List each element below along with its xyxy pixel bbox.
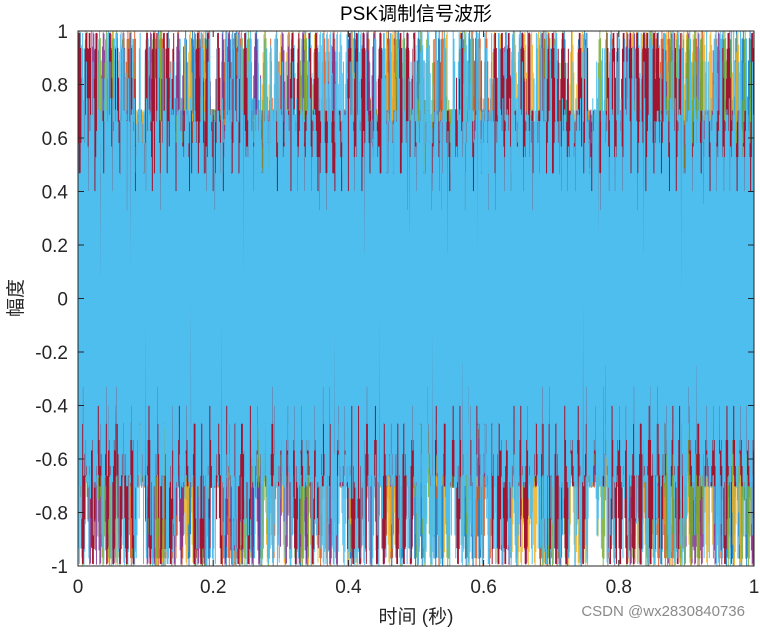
y-tick-label: -0.6: [35, 450, 68, 471]
x-tick-label: 0.8: [606, 577, 632, 598]
series-layer: [78, 31, 754, 566]
y-tick-label: -0.4: [35, 397, 68, 418]
watermark: CSDN @wx2830840736: [581, 603, 745, 620]
y-tick-label: 0.2: [42, 236, 68, 257]
plot-area: [78, 31, 754, 566]
x-tick-label: 0.6: [470, 577, 496, 598]
y-tick-label: 0.8: [42, 76, 68, 97]
x-axis-label: 时间 (秒): [379, 606, 454, 628]
y-tick-label: -0.8: [35, 504, 68, 525]
y-axis-label: 幅度: [5, 279, 27, 317]
x-tick-label: 0.2: [200, 577, 226, 598]
y-tick-label: 0.6: [42, 129, 68, 150]
y-tick-label: 0: [57, 290, 68, 311]
y-tick-label: -1: [51, 557, 68, 578]
chart-title: PSK调制信号波形: [340, 3, 492, 25]
x-tick-label: 1: [749, 577, 760, 598]
y-tick-label: 1: [57, 22, 68, 43]
labels-layer: 0 0.2 0.4 0.6 0.8 1 -1 -0.8 -0.6 -0.4 -0.2 0 0.2 0.4 0…: [35, 22, 759, 598]
y-tick-label: 0.4: [42, 183, 69, 204]
x-tick-label: 0.4: [335, 577, 362, 598]
series-line-overlay: [78, 31, 754, 566]
ticks-layer: [77, 30, 755, 567]
y-tick-label: -0.2: [35, 343, 68, 364]
x-tick-label: 0: [73, 577, 84, 598]
